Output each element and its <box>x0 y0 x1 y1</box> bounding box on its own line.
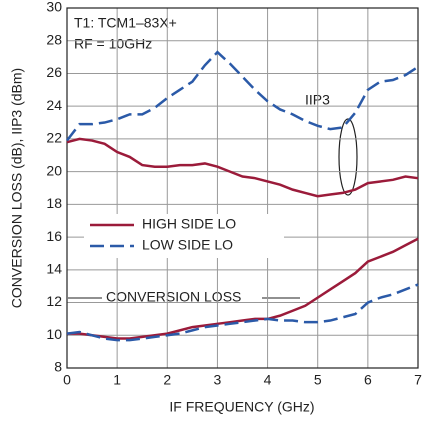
y-tick-label: 12 <box>46 293 62 309</box>
y-tick-label: 18 <box>46 195 62 211</box>
annotation: T1: TCM1–83X+ <box>74 15 177 31</box>
plot-frame <box>66 7 419 369</box>
y-tick-label: 20 <box>46 162 62 178</box>
legend-label: HIGH SIDE LO <box>142 216 236 232</box>
x-tick-label: 4 <box>264 372 272 388</box>
x-tick-label: 7 <box>414 372 422 388</box>
legend-label: LOW SIDE LO <box>142 237 233 253</box>
y-tick-label: 24 <box>46 97 62 113</box>
x-tick-label: 3 <box>214 372 222 388</box>
y-tick-label: 28 <box>46 31 62 47</box>
annotation: RF = 10GHz <box>74 36 152 52</box>
x-axis-label: IF FREQUENCY (GHz) <box>169 399 314 415</box>
y-tick-label: 8 <box>54 359 62 375</box>
x-tick-label: 0 <box>63 372 71 388</box>
ellipse <box>338 118 358 196</box>
x-tick-label: 6 <box>364 372 372 388</box>
x-tick-label: 5 <box>314 372 322 388</box>
y-tick-label: 26 <box>46 64 62 80</box>
y-tick-label: 16 <box>46 228 62 244</box>
y-tick-label: 14 <box>46 261 62 277</box>
series-line <box>67 237 419 340</box>
y-tick-label: 22 <box>46 130 62 146</box>
y-axis-label: CONVERSION LOSS (dB), IIP3 (dBm) <box>9 68 25 308</box>
y-tick-label: 10 <box>46 326 62 342</box>
x-tick-label: 2 <box>163 372 171 388</box>
legend-bg <box>84 214 284 258</box>
x-tick-label: 1 <box>113 372 121 388</box>
annotation: CONVERSION LOSS <box>106 289 241 305</box>
y-tick-label: 30 <box>46 0 62 15</box>
series-line <box>66 137 419 198</box>
series-line <box>66 50 419 142</box>
